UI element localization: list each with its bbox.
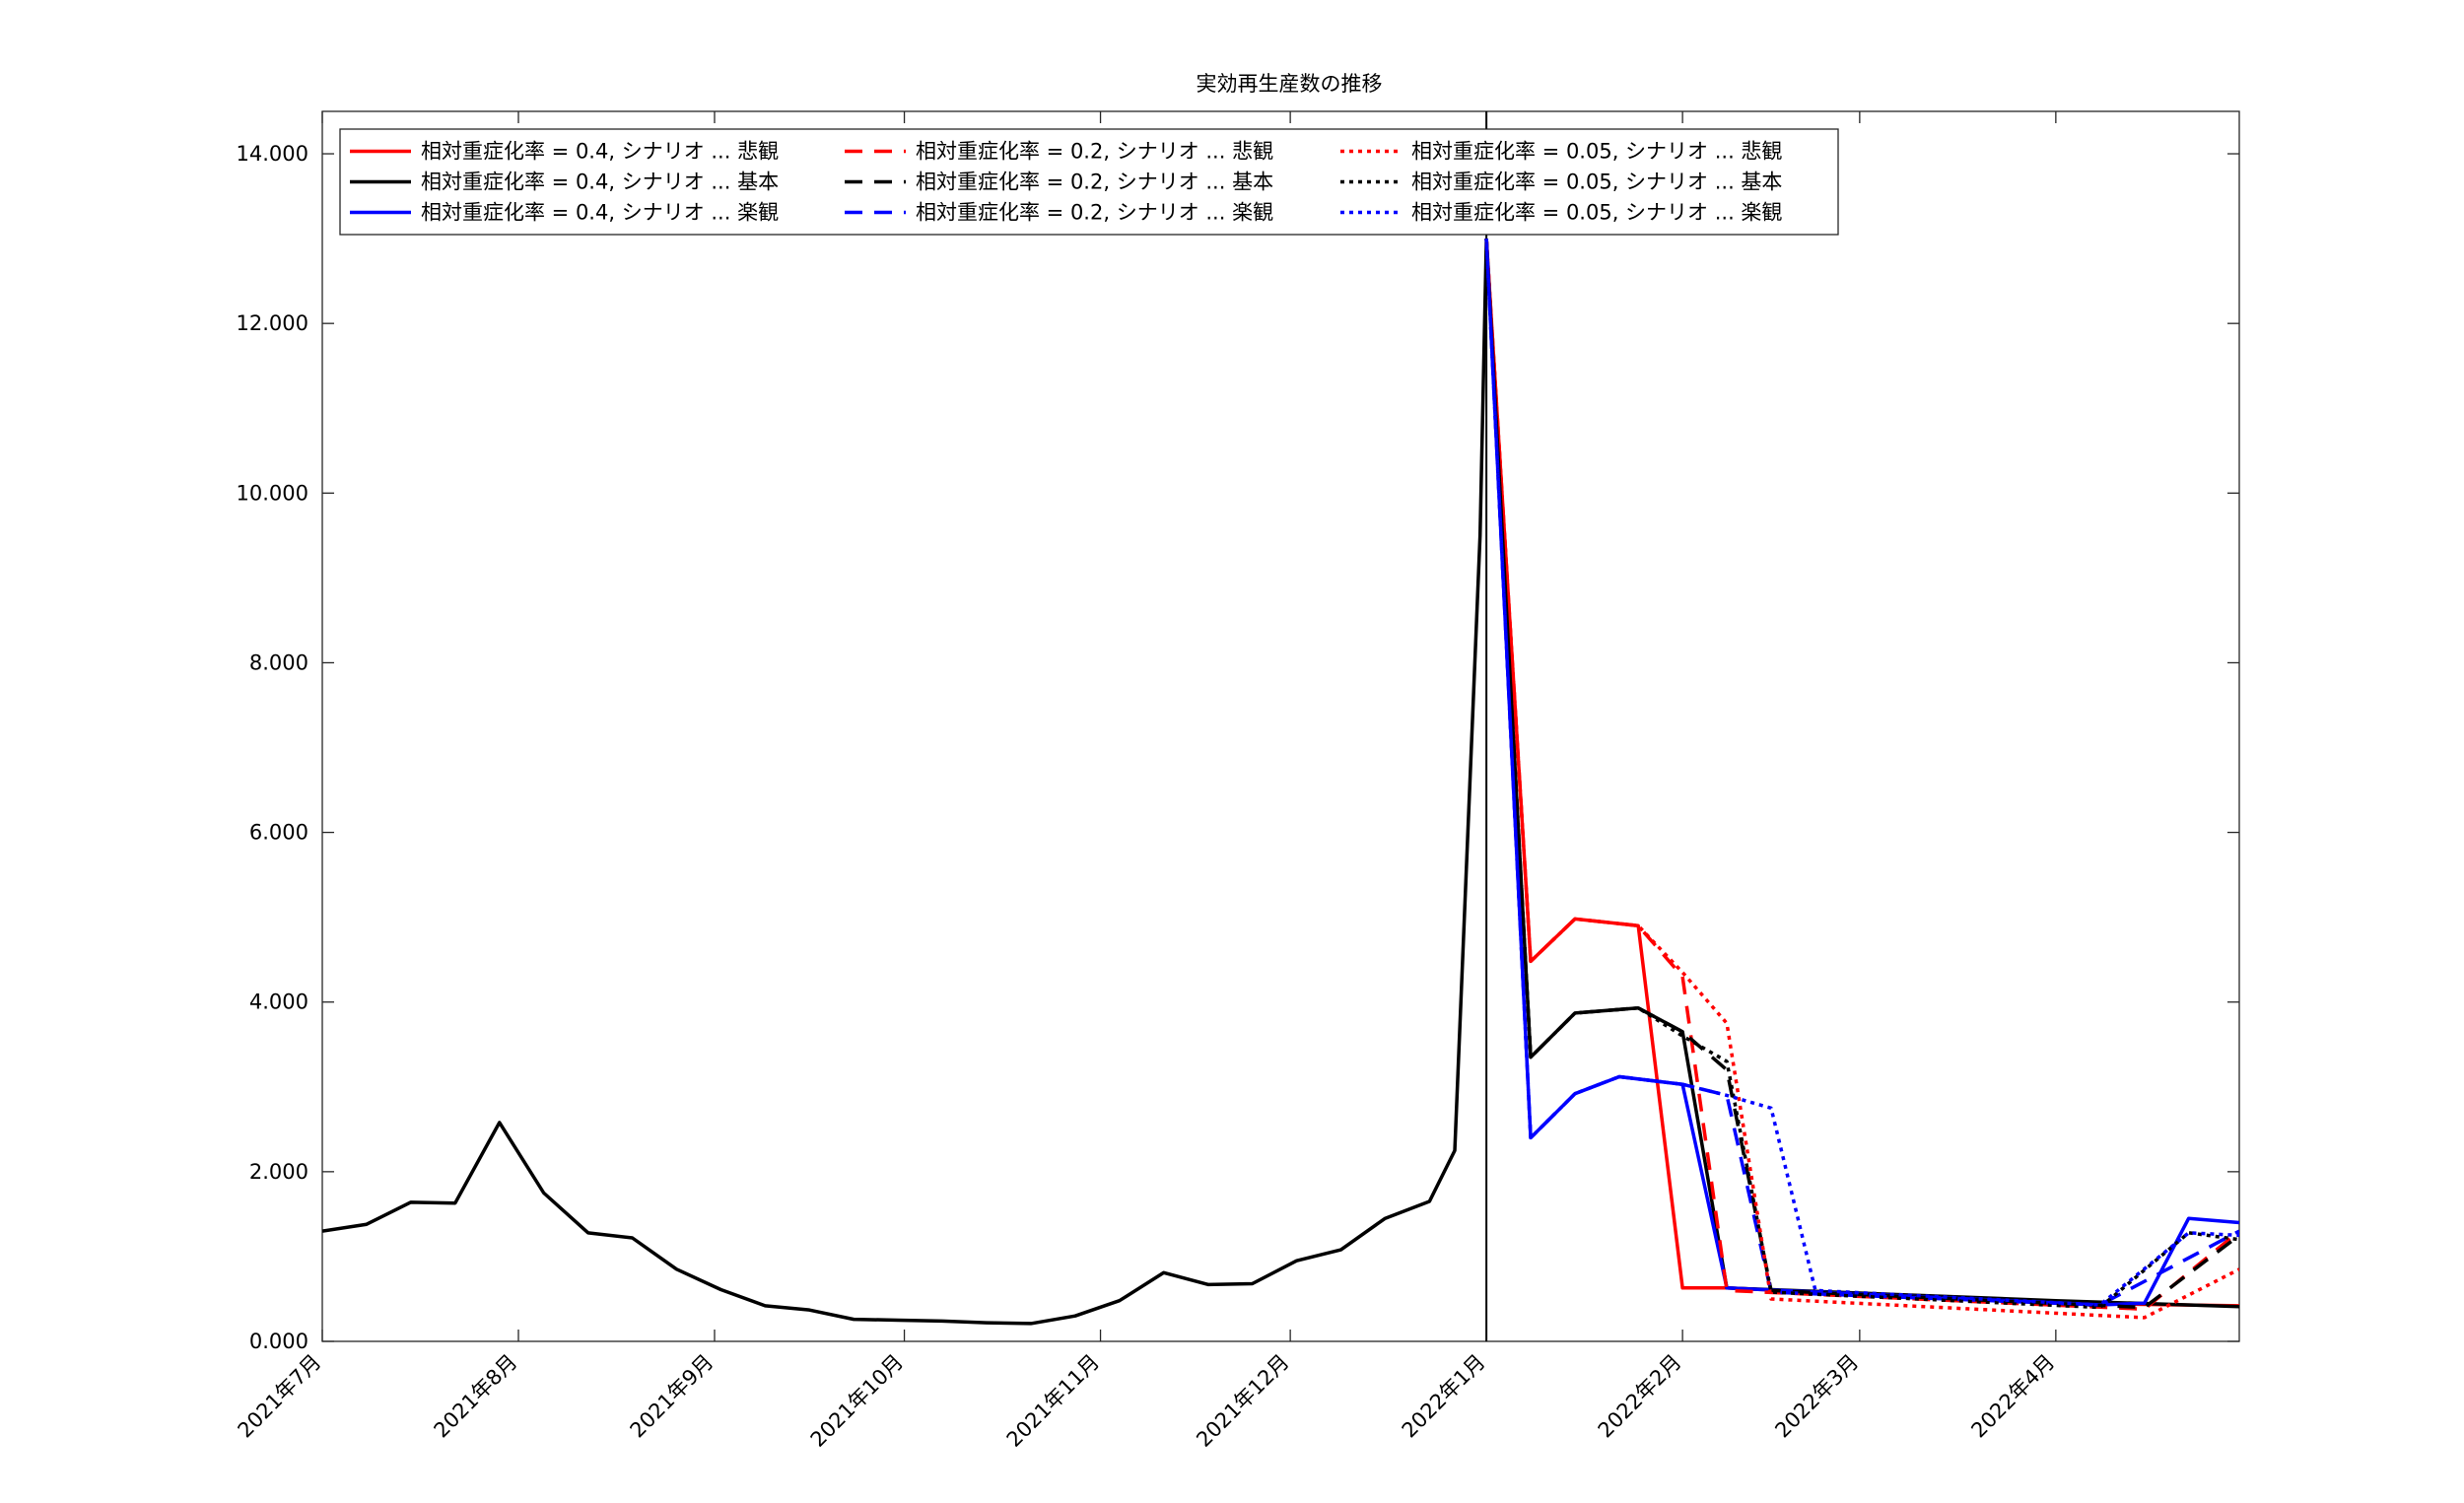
series-line-8 [1484, 239, 2239, 1310]
legend-label: 相対重症化率 = 0.2, シナリオ ... 基本 [916, 171, 1273, 194]
legend-label: 相対重症化率 = 0.05, シナリオ ... 悲観 [1411, 140, 1782, 164]
x-tick-label: 2022年1月 [1398, 1350, 1490, 1443]
x-tick-label: 2021年8月 [430, 1350, 522, 1443]
x-tick-label: 2022年3月 [1770, 1350, 1863, 1443]
series-group [322, 111, 2239, 1341]
legend-label: 相対重症化率 = 0.05, シナリオ ... 基本 [1411, 171, 1782, 194]
x-tick-label: 2021年11月 [1002, 1350, 1104, 1452]
y-tick-label: 6.000 [249, 821, 308, 845]
y-tick-label: 10.000 [237, 481, 308, 505]
x-tick-label: 2022年2月 [1594, 1350, 1686, 1443]
series-line-5 [1484, 239, 2239, 1310]
legend-label: 相対重症化率 = 0.4, シナリオ ... 基本 [421, 171, 779, 194]
x-tick-label: 2021年9月 [626, 1350, 719, 1443]
series-line-1 [1484, 238, 2239, 1308]
legend-label: 相対重症化率 = 0.2, シナリオ ... 楽観 [916, 201, 1273, 225]
legend-label: 相対重症化率 = 0.4, シナリオ ... 楽観 [421, 201, 779, 225]
series-line-2 [1484, 239, 2239, 1309]
y-tick-label: 14.000 [237, 142, 308, 166]
series-line-7 [1484, 238, 2239, 1320]
y-tick-label: 8.000 [249, 650, 308, 674]
y-tick-label: 0.000 [249, 1330, 308, 1353]
legend-box [339, 128, 1839, 236]
legend-label: 相対重症化率 = 0.2, シナリオ ... 悲観 [916, 140, 1273, 164]
axes-box [321, 110, 2240, 1342]
x-tick-label: 2021年12月 [1192, 1350, 1293, 1452]
x-tick-label: 2021年7月 [234, 1350, 326, 1443]
legend-label: 相対重症化率 = 0.05, シナリオ ... 楽観 [1411, 201, 1782, 225]
y-tick-label: 2.000 [249, 1160, 308, 1184]
series-line-9 [1484, 239, 2239, 1307]
series-line-historical [322, 239, 1488, 1326]
x-tick-label: 2022年4月 [1966, 1350, 2059, 1443]
plot-area: 0.000 2.000 4.000 6.000 8.000 10.000 12.000 14.… [234, 110, 2240, 1452]
series-line-3 [1484, 239, 2239, 1307]
series-line-4 [1484, 238, 2239, 1312]
y-tick-label: 12.000 [237, 311, 308, 335]
chart-title: 実効再生産数の推移 [1197, 72, 1383, 96]
x-tick-label: 2021年10月 [806, 1350, 908, 1452]
series-line-6 [1484, 239, 2239, 1307]
legend-label: 相対重症化率 = 0.4, シナリオ ... 悲観 [421, 140, 779, 164]
y-tick-label: 4.000 [249, 991, 308, 1014]
